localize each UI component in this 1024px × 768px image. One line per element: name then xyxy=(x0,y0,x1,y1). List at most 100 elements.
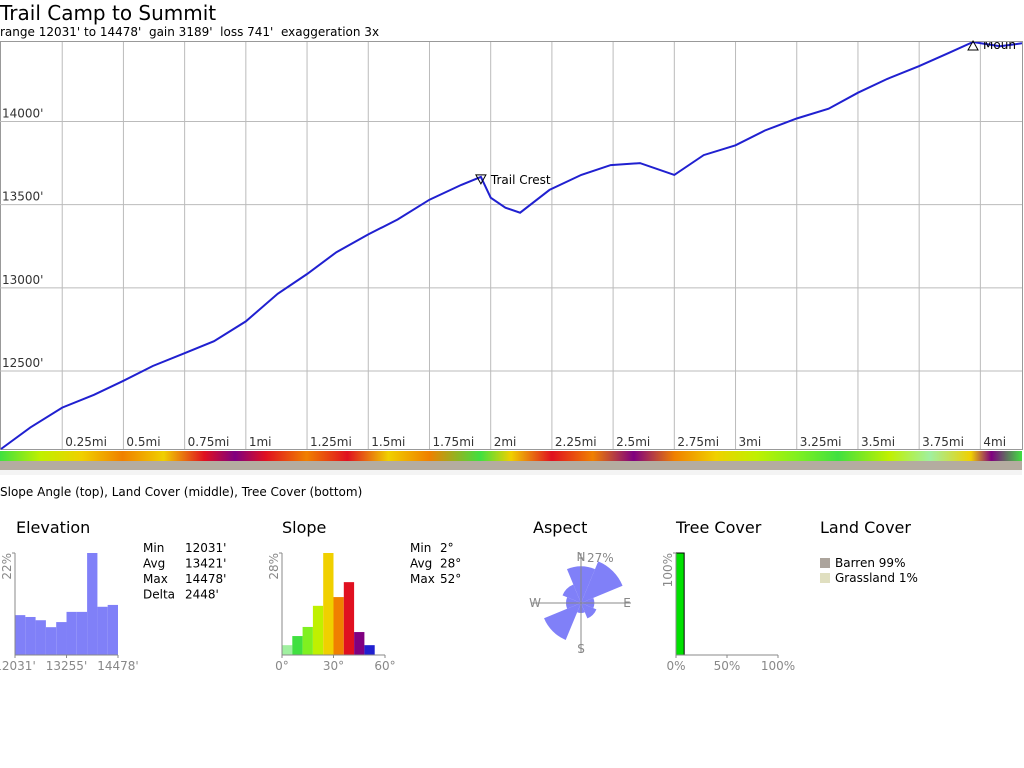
subtitle: range 12031' to 14478' gain 3189' loss 7… xyxy=(0,25,379,39)
histogram-bar xyxy=(302,626,313,655)
direction-label: S xyxy=(577,642,585,656)
legend-swatch xyxy=(820,558,830,568)
x-tick-label: 1.5mi xyxy=(371,435,405,449)
annotation-marker xyxy=(967,39,979,51)
stat-label: Delta xyxy=(143,588,175,602)
x-tick-label: 2.25mi xyxy=(555,435,597,449)
stat-label: Avg xyxy=(143,557,165,571)
histogram-bar xyxy=(354,632,365,655)
y-tick-label: 12500' xyxy=(2,356,43,370)
annotation-label: Trail Crest xyxy=(490,173,551,187)
r-tick-label: 27% xyxy=(587,551,614,565)
histogram-bar xyxy=(323,553,334,655)
stat-value: 2448' xyxy=(185,588,219,602)
aspect-petal xyxy=(562,584,581,603)
x-tick-label: 1mi xyxy=(249,435,272,449)
y-tick-label: 100% xyxy=(661,553,675,587)
x-tick-label: 0.25mi xyxy=(65,435,107,449)
x-tick-label: 12031' xyxy=(0,659,36,673)
legend-label: Grassland 1% xyxy=(835,571,918,585)
histogram-bar xyxy=(107,604,118,655)
annotation-label: Moun xyxy=(983,38,1016,52)
legend-name: Grassland xyxy=(835,571,895,585)
aspect-petal xyxy=(581,561,623,603)
x-tick-label: 0.75mi xyxy=(188,435,230,449)
title: Trail Camp to Summit xyxy=(0,1,216,25)
y-tick-label: 22% xyxy=(0,553,14,580)
legend-name: Barren xyxy=(835,556,875,570)
stat-value: 13421' xyxy=(185,557,226,571)
direction-label: W xyxy=(529,596,541,610)
x-tick-label: 14478' xyxy=(97,659,138,673)
histogram-bar xyxy=(76,611,88,655)
histogram-bar xyxy=(312,605,324,655)
histogram-bar xyxy=(56,622,67,655)
stat-label: Min xyxy=(410,541,431,555)
x-tick-label: 0.5mi xyxy=(126,435,160,449)
x-tick-label: 100% xyxy=(761,659,795,673)
legend-value: 99% xyxy=(879,556,906,570)
histogram-bar xyxy=(292,636,303,655)
stat-value: 28° xyxy=(440,557,461,571)
x-tick-label: 1.25mi xyxy=(310,435,352,449)
x-tick-label: 13255' xyxy=(46,659,87,673)
x-tick-label: 2mi xyxy=(494,435,517,449)
plot-frame xyxy=(0,41,1023,450)
y-tick-label: 13500' xyxy=(2,190,43,204)
panel-title: Elevation xyxy=(16,518,90,537)
panel-title: Tree Cover xyxy=(675,518,762,537)
stat-value: 2° xyxy=(440,541,454,555)
x-tick-label: 3.75mi xyxy=(922,435,964,449)
panel-title: Slope xyxy=(282,518,326,537)
annotation-marker xyxy=(475,174,487,185)
stat-value: 12031' xyxy=(185,541,226,555)
histogram-bar xyxy=(675,552,685,656)
tree-cover-strip xyxy=(0,470,1022,475)
histogram-bar xyxy=(25,616,36,655)
x-tick-label: 2.75mi xyxy=(677,435,719,449)
y-tick-label: 14000' xyxy=(2,107,43,121)
panel-title: Land Cover xyxy=(820,518,911,537)
x-tick-label: 60° xyxy=(374,659,395,673)
histogram-bar xyxy=(87,553,98,655)
x-tick-label: 4mi xyxy=(983,435,1006,449)
stat-label: Max xyxy=(410,572,435,586)
legend-value: 1% xyxy=(899,571,918,585)
charts: 12500' 13000' 13500' 14000' 0.25mi 0.5mi 0.75m… xyxy=(0,38,1023,673)
x-tick-label: 0% xyxy=(666,659,685,673)
x-tick-label: 3.5mi xyxy=(861,435,895,449)
stat-label: Min xyxy=(143,541,164,555)
histogram-bar xyxy=(282,645,293,655)
x-tick-label: 50% xyxy=(714,659,741,673)
slope-strip xyxy=(0,451,1022,461)
stat-value: 52° xyxy=(440,572,461,586)
x-tick-label: 3.25mi xyxy=(800,435,842,449)
histogram-bar xyxy=(15,615,26,655)
histogram-bar xyxy=(364,645,375,655)
x-tick-label: 30° xyxy=(323,659,344,673)
stat-value: 14478' xyxy=(185,572,226,586)
x-tick-label: 2.5mi xyxy=(616,435,650,449)
direction-label: N xyxy=(577,550,586,564)
y-tick-label: 28% xyxy=(267,553,281,580)
histogram-bar xyxy=(333,597,344,655)
legend-swatch xyxy=(820,573,830,583)
stat-label: Avg xyxy=(410,557,432,571)
histogram-bar xyxy=(66,611,77,655)
strip-caption: Slope Angle (top), Land Cover (middle), … xyxy=(0,485,362,499)
histogram-bar xyxy=(45,627,57,655)
aspect-petal xyxy=(581,603,597,619)
x-tick-label: 0° xyxy=(275,659,289,673)
land-cover-strip xyxy=(0,461,1022,470)
y-tick-label: 13000' xyxy=(2,273,43,287)
stat-label: Max xyxy=(143,572,168,586)
histogram-bar xyxy=(97,606,108,655)
legend-label: Barren 99% xyxy=(835,556,905,570)
x-tick-label: 1.75mi xyxy=(432,435,474,449)
histogram-bar xyxy=(343,582,355,655)
aspect-petal xyxy=(544,603,581,640)
x-tick-label: 3mi xyxy=(739,435,762,449)
elevation-line xyxy=(0,42,1022,450)
panel-title: Aspect xyxy=(533,518,587,537)
